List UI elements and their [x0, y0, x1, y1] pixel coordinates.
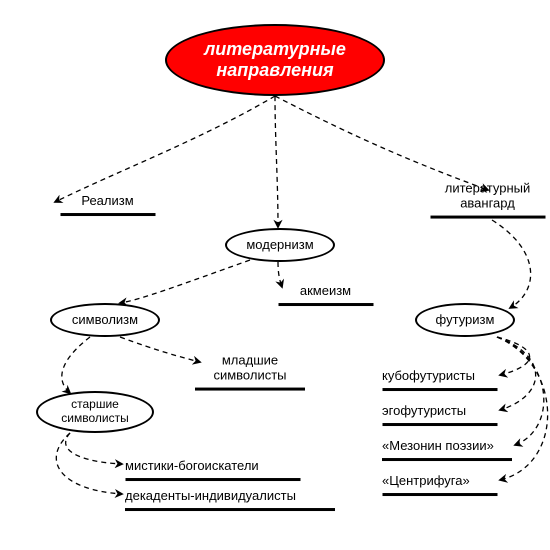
underline	[278, 303, 373, 306]
leaf-label: Реализм	[81, 194, 133, 211]
underline	[430, 215, 545, 218]
leaf-label: эгофутуристы	[382, 404, 466, 421]
underline	[125, 508, 335, 511]
edge	[55, 96, 275, 202]
edge	[120, 260, 250, 303]
ellipse-symbolism: символизм	[50, 303, 160, 337]
leaf-mezonin: «Мезонин поэзии»	[382, 439, 512, 461]
underline	[195, 387, 305, 390]
root-label: литературные направления	[204, 39, 346, 80]
underline	[125, 478, 300, 481]
leaf-label: декаденты-индивидуалисты	[125, 489, 296, 506]
diagram-canvas: { "background_color": "#ffffff", "root":…	[0, 0, 550, 550]
underline	[382, 458, 512, 461]
underline	[382, 388, 497, 391]
ellipse-label: символизм	[72, 313, 138, 328]
ellipse-futurism: футуризм	[415, 303, 515, 337]
root-node: литературные направления	[165, 24, 385, 96]
ellipse-label: модернизм	[246, 238, 313, 253]
edge	[275, 96, 278, 227]
leaf-label: «Мезонин поэзии»	[382, 439, 494, 456]
leaf-label: акмеизм	[300, 284, 351, 301]
ellipse-label: футуризм	[436, 313, 495, 328]
edge	[492, 220, 531, 308]
edge	[275, 96, 488, 190]
leaf-cubo: кубофутуристы	[382, 369, 497, 391]
leaf-junior_sym: младшие символисты	[195, 354, 305, 391]
edge	[62, 337, 90, 393]
ellipse-modernism: модернизм	[225, 228, 335, 262]
edge	[497, 337, 530, 375]
underline	[382, 493, 497, 496]
leaf-label: литературный авангард	[445, 182, 531, 214]
ellipse-label: старшие символисты	[61, 398, 128, 426]
leaf-label: кубофутуристы	[382, 369, 475, 386]
leaf-realism: Реализм	[60, 194, 155, 216]
edge	[66, 433, 122, 464]
underline	[60, 213, 155, 216]
leaf-avantgarde: литературный авангард	[430, 182, 545, 219]
leaf-label: мистики-богоискатели	[125, 459, 259, 476]
edge	[497, 337, 544, 445]
leaf-label: младшие символисты	[213, 354, 286, 386]
leaf-centrifuga: «Центрифуга»	[382, 474, 497, 496]
edge	[56, 433, 122, 494]
ellipse-senior_sym: старшие символисты	[36, 391, 154, 433]
leaf-mystics: мистики-богоискатели	[125, 459, 300, 481]
leaf-acmeism: акмеизм	[278, 284, 373, 306]
leaf-ego: эгофутуристы	[382, 404, 497, 426]
edge	[497, 337, 536, 410]
underline	[382, 423, 497, 426]
leaf-decadents: декаденты-индивидуалисты	[125, 489, 335, 511]
leaf-label: «Центрифуга»	[382, 474, 470, 491]
edge	[120, 337, 200, 362]
